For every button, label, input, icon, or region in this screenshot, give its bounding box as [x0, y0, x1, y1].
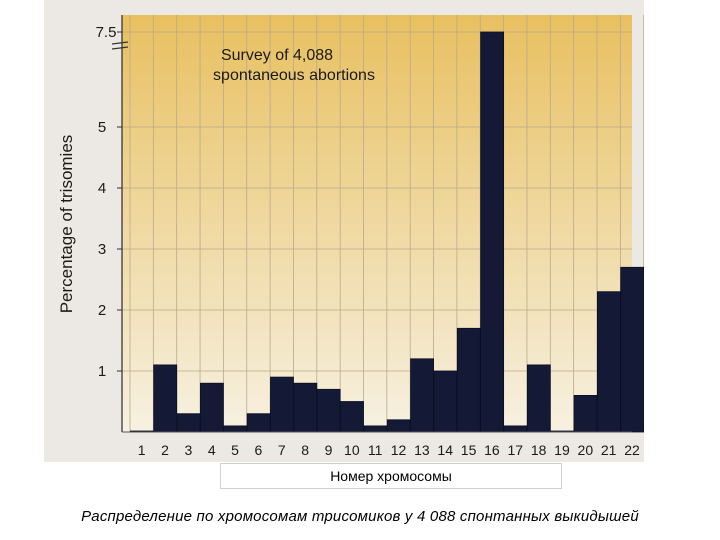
bar-chromosome-14 — [433, 370, 458, 433]
bar-chromosome-18 — [526, 364, 551, 433]
x-tick-label: 22 — [624, 442, 640, 458]
x-tick-label: 6 — [255, 442, 263, 458]
y-tick-label: 5 — [98, 119, 106, 136]
bar-chromosome-6 — [246, 413, 271, 433]
x-tick-label: 10 — [344, 442, 360, 458]
y-tick-label: 2 — [98, 302, 106, 319]
x-tick-label: 2 — [161, 442, 169, 458]
x-tick-label: 17 — [507, 442, 523, 458]
bar-chromosome-8 — [293, 382, 318, 433]
x-tick-label: 12 — [391, 442, 407, 458]
figure-caption: Распределение по хромосомам трисомиков у… — [81, 508, 639, 525]
chart-title-line1: Survey of 4,088 — [221, 47, 333, 64]
bar-chromosome-22 — [620, 266, 644, 433]
x-ticks: 1 2 3 4 5 6 7 8 9 10 11 12 13 14 15 16 17 18 19 20 21 22 — [138, 442, 640, 458]
bars — [129, 31, 644, 433]
bar-chromosome-21 — [596, 291, 621, 433]
x-tick-label: 1 — [138, 442, 146, 458]
bar-chromosome-9 — [316, 388, 341, 433]
y-axis-label: Percentage of trisomies — [57, 135, 76, 314]
bar-chromosome-11 — [363, 425, 388, 433]
bar-chromosome-10 — [340, 401, 364, 433]
x-tick-label: 4 — [208, 442, 216, 458]
chart-title-line2: spontaneous abortions — [213, 67, 375, 84]
x-tick-label: 5 — [231, 442, 239, 458]
x-tick-label: 19 — [554, 442, 570, 458]
y-tick-label: 1 — [98, 363, 106, 380]
x-tick-label: 18 — [531, 442, 547, 458]
bar-chromosome-3 — [176, 413, 201, 433]
x-tick-label: 7 — [278, 442, 286, 458]
axis-break-icon — [111, 41, 129, 50]
y-tick-label: 4 — [98, 180, 106, 197]
x-tick-label: 13 — [414, 442, 430, 458]
plot-area — [122, 15, 632, 432]
x-tick-label: 3 — [184, 442, 192, 458]
x-tick-label: 21 — [601, 442, 617, 458]
bar-chromosome-15 — [456, 327, 481, 433]
bar-chromosome-5 — [223, 425, 248, 433]
x-tick-label: 14 — [437, 442, 453, 458]
bar-chromosome-20 — [573, 394, 598, 433]
bar-chromosome-2 — [153, 364, 178, 433]
x-tick-label: 8 — [301, 442, 309, 458]
x-tick-label: 20 — [578, 442, 594, 458]
bar-chromosome-16 — [480, 31, 505, 433]
chart-figure: 1 2 3 4 5 7.5 1 2 3 4 5 6 7 8 9 10 11 12 13 14 15 16 17 18 19 20… — [44, 0, 644, 462]
x-tick-label: 15 — [461, 442, 477, 458]
x-tick-label: 16 — [484, 442, 500, 458]
bar-chromosome-4 — [200, 382, 224, 433]
y-ticks: 1 2 3 4 5 7.5 — [96, 24, 122, 380]
bar-chromosome-17 — [503, 425, 528, 433]
bar-chromosome-7 — [270, 376, 294, 433]
y-tick-label: 7.5 — [96, 24, 117, 41]
bar-chromosome-12 — [386, 419, 411, 433]
x-tick-label: 9 — [325, 442, 333, 458]
y-tick-label: 3 — [98, 241, 106, 258]
bar-chromosome-13 — [410, 358, 434, 433]
x-axis-label: Номер хромосомы — [220, 463, 562, 489]
x-tick-label: 11 — [368, 442, 383, 458]
